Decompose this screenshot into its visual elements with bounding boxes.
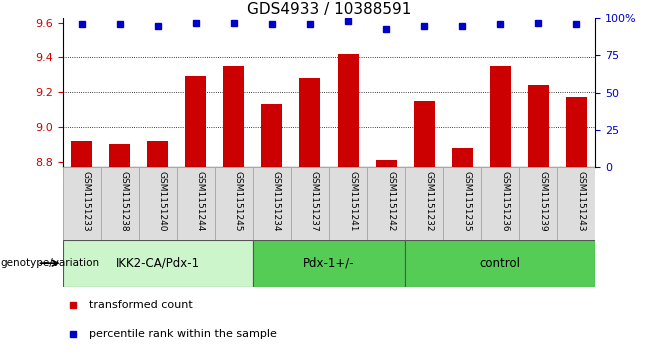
Text: GSM1151245: GSM1151245 <box>234 171 243 231</box>
Text: GSM1151240: GSM1151240 <box>158 171 166 231</box>
Text: GSM1151241: GSM1151241 <box>348 171 357 231</box>
Text: GSM1151232: GSM1151232 <box>424 171 433 231</box>
Text: GSM1151239: GSM1151239 <box>538 171 547 231</box>
Text: GSM1151238: GSM1151238 <box>120 171 128 231</box>
Text: transformed count: transformed count <box>89 300 193 310</box>
Bar <box>261 104 282 167</box>
Bar <box>519 167 557 240</box>
Bar <box>147 141 168 167</box>
Bar <box>566 97 587 167</box>
Text: GSM1151235: GSM1151235 <box>462 171 471 231</box>
Bar <box>367 167 405 240</box>
Text: GSM1151236: GSM1151236 <box>500 171 509 231</box>
Bar <box>186 77 206 167</box>
Bar <box>443 167 481 240</box>
Bar <box>405 240 595 287</box>
Bar <box>481 167 519 240</box>
Text: IKK2-CA/Pdx-1: IKK2-CA/Pdx-1 <box>116 257 200 270</box>
Bar <box>139 167 177 240</box>
Bar <box>71 141 92 167</box>
Bar <box>101 167 139 240</box>
Bar <box>109 144 130 167</box>
Text: GSM1151244: GSM1151244 <box>196 171 205 231</box>
Bar <box>215 167 253 240</box>
Text: GSM1151233: GSM1151233 <box>82 171 91 231</box>
Text: Pdx-1+/-: Pdx-1+/- <box>303 257 355 270</box>
Text: GSM1151242: GSM1151242 <box>386 171 395 231</box>
Bar <box>223 66 244 167</box>
Bar <box>376 160 397 167</box>
Bar <box>490 66 511 167</box>
Bar <box>291 167 329 240</box>
Bar <box>63 167 101 240</box>
Title: GDS4933 / 10388591: GDS4933 / 10388591 <box>247 2 411 17</box>
Bar <box>299 78 320 167</box>
Bar <box>253 167 291 240</box>
Text: genotype/variation: genotype/variation <box>0 258 99 268</box>
Bar <box>528 85 549 167</box>
Bar <box>253 240 405 287</box>
Bar <box>414 101 435 167</box>
Bar <box>557 167 595 240</box>
Bar <box>452 148 472 167</box>
Text: control: control <box>480 257 521 270</box>
Text: GSM1151234: GSM1151234 <box>272 171 281 231</box>
Bar <box>338 54 359 167</box>
Bar <box>329 167 367 240</box>
Text: percentile rank within the sample: percentile rank within the sample <box>89 329 277 339</box>
Bar <box>63 240 253 287</box>
Text: GSM1151243: GSM1151243 <box>576 171 586 231</box>
Bar <box>177 167 215 240</box>
Bar <box>405 167 443 240</box>
Text: GSM1151237: GSM1151237 <box>310 171 319 231</box>
